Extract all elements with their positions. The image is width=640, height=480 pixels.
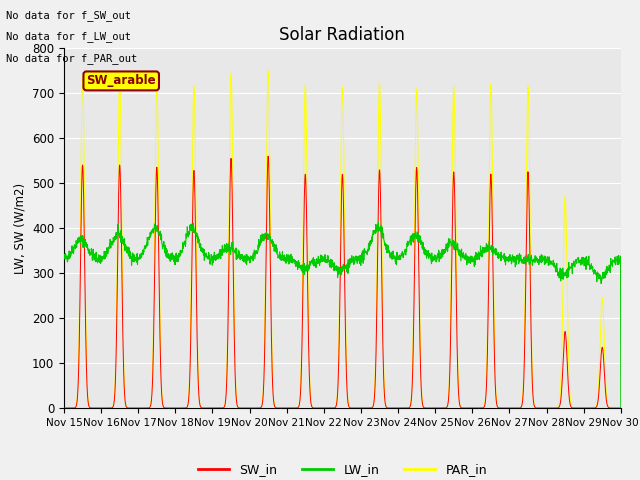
Text: No data for f_PAR_out: No data for f_PAR_out [6,53,138,64]
Title: Solar Radiation: Solar Radiation [280,25,405,44]
Text: No data for f_LW_out: No data for f_LW_out [6,31,131,42]
Text: SW_arable: SW_arable [86,74,156,87]
Y-axis label: LW, SW (W/m2): LW, SW (W/m2) [13,182,26,274]
Legend: SW_in, LW_in, PAR_in: SW_in, LW_in, PAR_in [193,458,492,480]
Text: No data for f_SW_out: No data for f_SW_out [6,10,131,21]
